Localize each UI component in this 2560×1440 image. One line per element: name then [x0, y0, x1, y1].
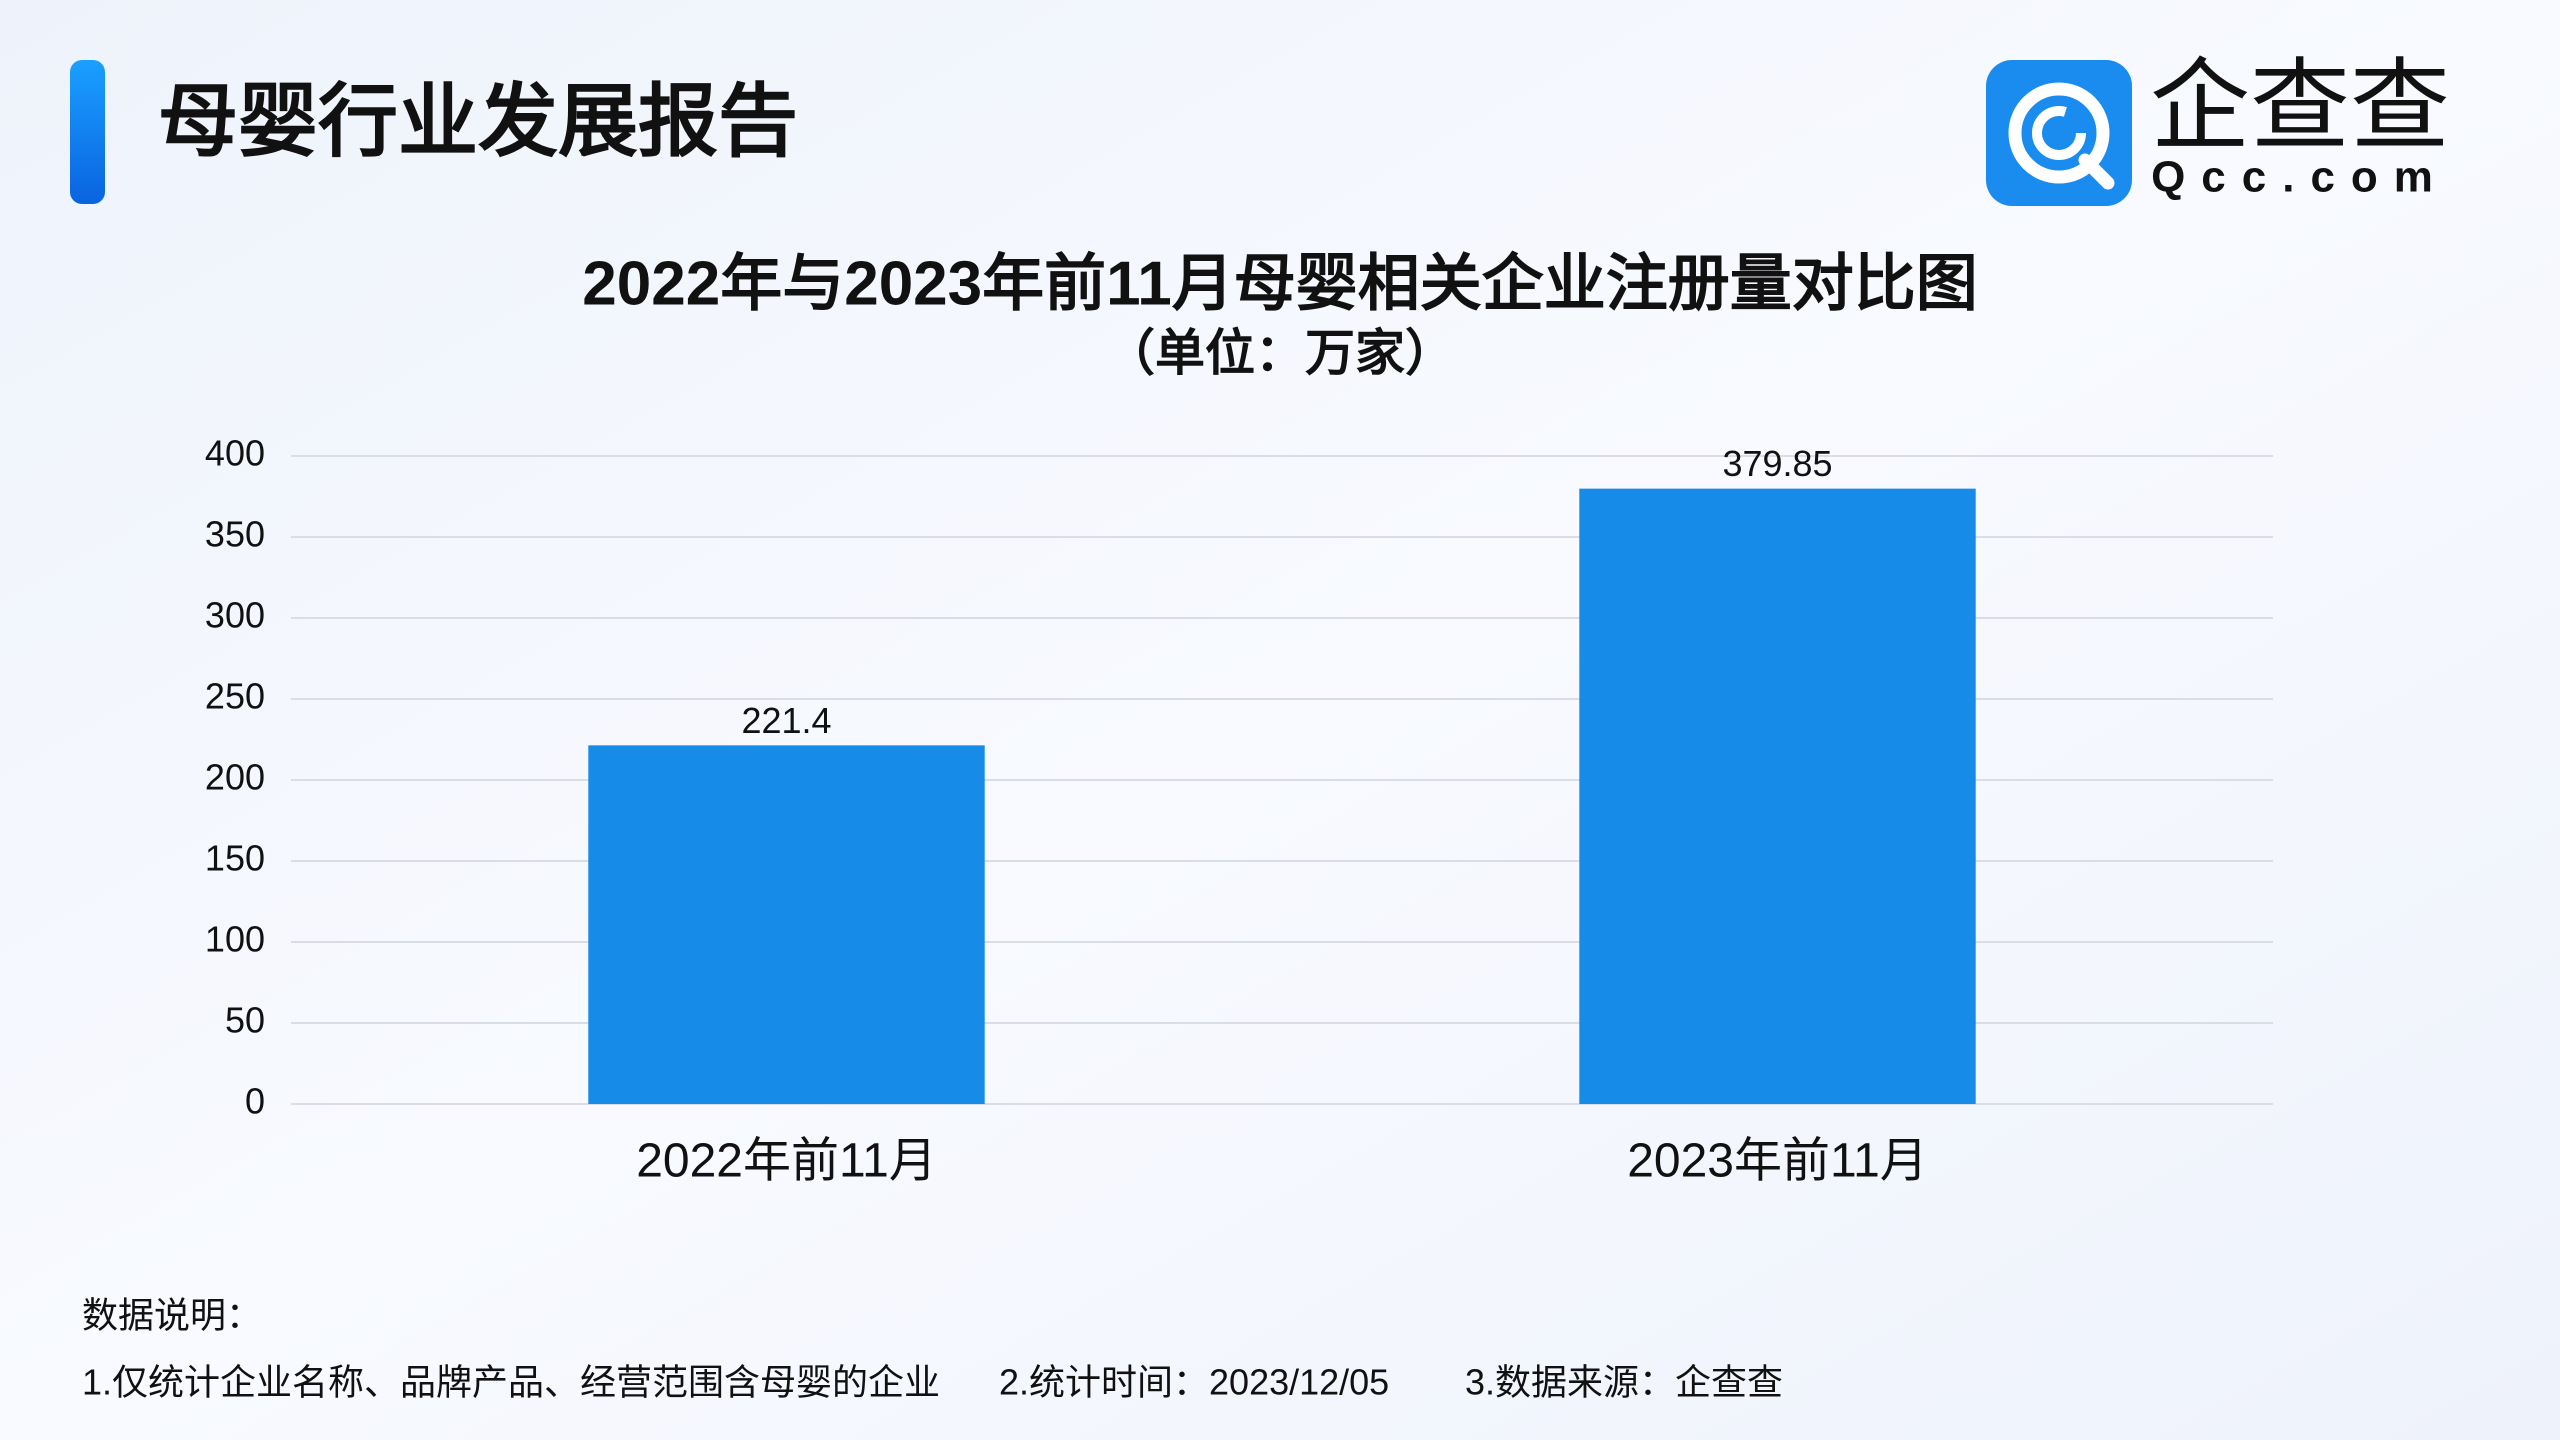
y-tick-label: 300 [205, 595, 265, 636]
accent-bar [70, 60, 105, 204]
chart-subtitle: （单位：万家） [1105, 325, 1455, 381]
y-tick-label: 200 [205, 757, 265, 798]
chart-title: 2022年与2023年前11月母婴相关企业注册量对比图 [582, 249, 1977, 318]
logo-tail [2078, 153, 2115, 190]
bar [1579, 488, 1976, 1104]
footnote-item: 2.统计时间：2023/12/05 [999, 1362, 1389, 1403]
y-tick-label: 50 [225, 1000, 265, 1041]
value-label: 379.85 [1722, 443, 1832, 484]
y-tick-label: 350 [205, 514, 265, 555]
y-tick-label: 250 [205, 676, 265, 717]
x-tick-label: 2023年前11月 [1627, 1135, 1928, 1188]
logo-text: 企查查 [2150, 50, 2450, 162]
logo: 企查查 Qcc.com [1986, 50, 2450, 206]
y-tick-label: 150 [205, 838, 265, 879]
x-tick-label: 2022年前11月 [636, 1135, 937, 1188]
logo-inner [2032, 106, 2086, 160]
footnote-item: 1.仅统计企业名称、品牌产品、经营范围含母婴的企业 [82, 1362, 940, 1403]
logo-sub: Qcc.com [2151, 153, 2449, 202]
footnote-item: 3.数据来源：企查查 [1465, 1362, 1783, 1403]
bar [588, 745, 985, 1104]
value-label: 221.4 [741, 700, 831, 741]
logo-ring [2008, 82, 2110, 184]
header-title: 母婴行业发展报告 [158, 77, 798, 166]
y-tick-label: 0 [245, 1081, 265, 1122]
y-tick-label: 100 [205, 919, 265, 960]
y-tick-label: 400 [205, 433, 265, 474]
footnote-heading: 数据说明： [82, 1295, 262, 1336]
